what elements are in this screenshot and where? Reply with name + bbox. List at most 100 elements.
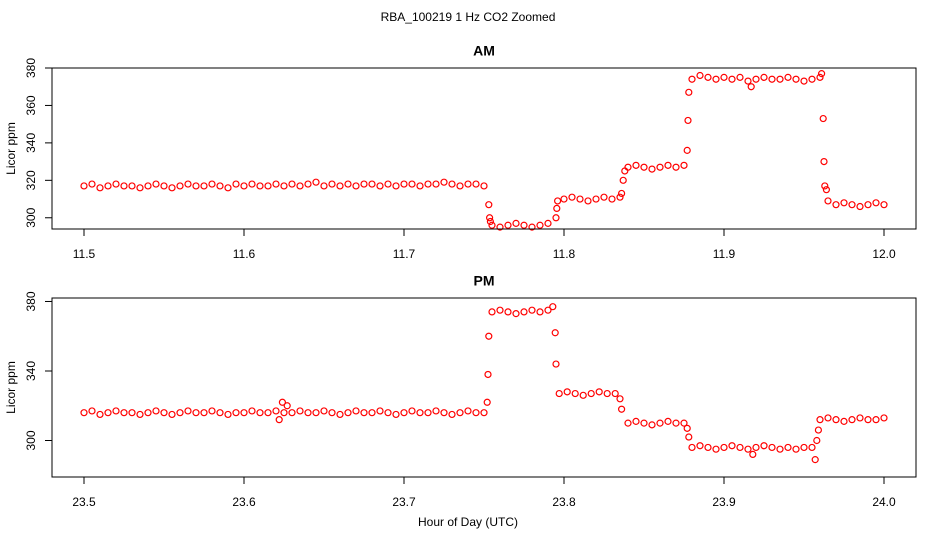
data-point [551, 329, 559, 337]
data-point [192, 409, 200, 417]
data-point [232, 409, 240, 417]
data-point [80, 182, 88, 190]
data-point [336, 182, 344, 190]
data-point [344, 180, 352, 188]
data-point [472, 180, 480, 188]
data-point [484, 370, 492, 379]
data-point [486, 217, 494, 226]
data-point [617, 405, 626, 413]
data-point [144, 182, 152, 190]
data-point [352, 407, 360, 415]
data-point [200, 409, 208, 417]
data-point [616, 193, 624, 201]
data-point [685, 88, 693, 96]
data-point [296, 182, 304, 190]
data-point [720, 443, 728, 452]
data-point [672, 163, 680, 171]
data-point [80, 409, 88, 417]
data-point [784, 443, 792, 452]
data-point [104, 182, 112, 190]
data-point [120, 182, 128, 190]
data-point [820, 158, 828, 166]
data-point [728, 442, 736, 450]
data-point [216, 409, 224, 417]
x-tick-label: 11.7 [393, 247, 416, 261]
x-tick-label: 23.9 [712, 495, 736, 509]
data-point [822, 186, 831, 194]
data-point [485, 332, 493, 340]
data-point [283, 402, 291, 410]
data-point [176, 182, 184, 190]
data-point [760, 442, 768, 450]
data-point [416, 409, 424, 417]
data-point [384, 180, 392, 188]
data-point [736, 443, 744, 452]
data-point [760, 73, 768, 81]
data-point [192, 182, 200, 190]
data-point [571, 389, 579, 398]
data-point [840, 199, 848, 207]
data-point [480, 182, 488, 190]
data-point [600, 193, 608, 201]
data-point [320, 182, 328, 190]
data-point [616, 395, 624, 403]
data-point [640, 163, 648, 171]
data-point [504, 221, 512, 229]
data-point [632, 161, 640, 169]
data-point [747, 83, 755, 91]
data-point [595, 388, 603, 396]
data-point [744, 77, 752, 85]
data-point [792, 75, 800, 83]
data-point [432, 407, 440, 415]
data-point [688, 443, 696, 452]
data-point [264, 409, 272, 417]
x-axis-label: Hour of Day (UTC) [418, 515, 518, 529]
data-point [296, 407, 304, 415]
data-point [312, 409, 320, 417]
data-point [256, 182, 264, 190]
data-point [553, 197, 562, 205]
data-point [288, 180, 296, 188]
data-point [648, 421, 656, 429]
data-point [88, 180, 96, 188]
data-point [128, 182, 136, 190]
data-point [368, 409, 376, 417]
data-point [856, 202, 864, 211]
data-point [392, 182, 400, 190]
data-point [752, 443, 760, 452]
y-tick-label: 380 [24, 58, 38, 78]
data-point [536, 308, 544, 316]
data-point [814, 426, 823, 434]
data-point [464, 407, 472, 415]
data-point [544, 219, 552, 227]
data-point [208, 407, 216, 415]
y-tick-label: 300 [24, 207, 38, 227]
x-tick-label: 11.9 [713, 247, 736, 261]
data-point [800, 77, 808, 85]
data-point [552, 214, 560, 222]
x-tick-label: 11.6 [233, 247, 256, 261]
data-point [864, 416, 872, 424]
data-point [472, 409, 480, 417]
data-point [392, 410, 400, 419]
data-point [821, 182, 829, 190]
data-point [800, 443, 808, 452]
x-tick-label: 12.0 [872, 247, 896, 261]
data-point [603, 389, 611, 398]
data-point [520, 308, 528, 316]
data-point [656, 419, 664, 427]
data-point [400, 180, 408, 188]
data-point [744, 445, 752, 453]
data-point [848, 201, 856, 209]
data-point [749, 450, 757, 459]
data-point [712, 445, 720, 453]
data-point [480, 409, 488, 417]
data-point [96, 410, 104, 419]
data-point [864, 201, 872, 209]
data-point [808, 443, 816, 452]
data-point [736, 73, 744, 81]
data-point [576, 195, 584, 203]
data-point [811, 456, 819, 464]
